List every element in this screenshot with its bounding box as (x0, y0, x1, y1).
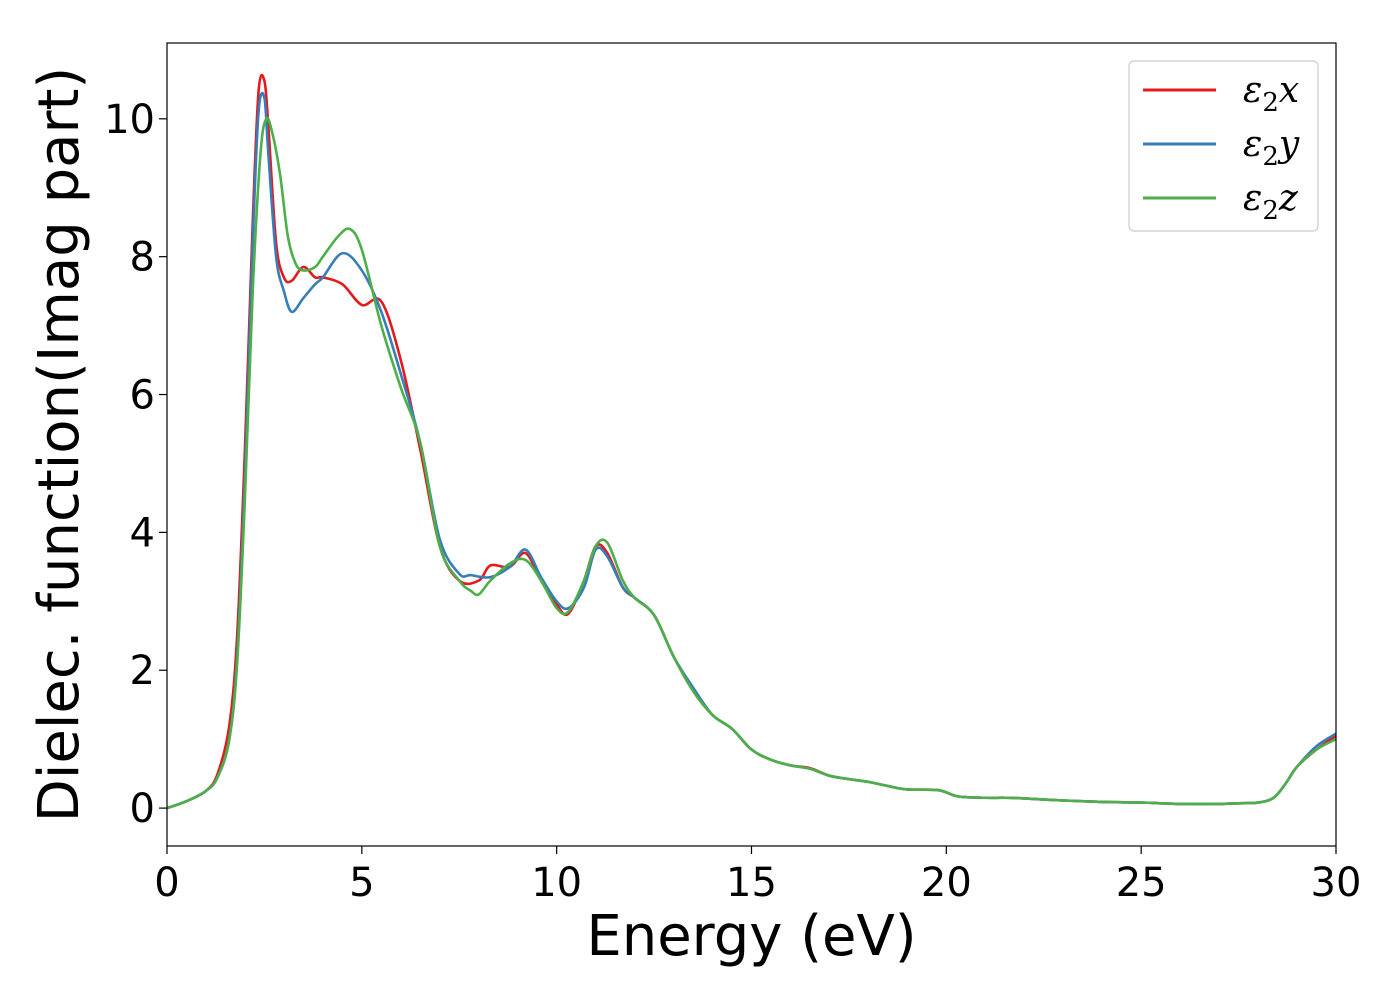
legend-box (1128, 60, 1319, 232)
y-tick-label: 10 (104, 97, 155, 143)
legend-label: ε2y (1243, 124, 1300, 172)
y-axis-ticks: 0 2 4 6 8 10 (104, 97, 167, 832)
x-axis-ticks: 0 5 10 15 20 25 30 (154, 846, 1361, 906)
y-tick-label: 4 (130, 510, 155, 556)
legend-entry-y: ε2y (1143, 124, 1300, 172)
y-tick-label: 0 (130, 786, 155, 832)
series-layer (167, 73, 1336, 810)
x-tick-label: 0 (154, 860, 179, 906)
x-axis-label: Energy (eV) (586, 904, 916, 969)
y-axis-label: Dielec. function(Imag part) (27, 67, 92, 823)
series-line-z (167, 116, 1336, 810)
y-tick-label: 2 (130, 648, 155, 694)
x-tick-label: 20 (921, 860, 972, 906)
legend-entry-z: ε2z (1143, 178, 1299, 226)
y-tick-label: 8 (130, 235, 155, 281)
legend: ε2x ε2y ε2z (1128, 60, 1319, 232)
x-tick-label: 15 (726, 860, 777, 906)
legend-entries: ε2x ε2y ε2z (1143, 70, 1300, 226)
x-tick-label: 30 (1311, 860, 1362, 906)
legend-label: ε2z (1243, 178, 1299, 226)
x-tick-label: 5 (349, 860, 374, 906)
x-tick-label: 10 (531, 860, 582, 906)
legend-label: ε2x (1243, 70, 1299, 118)
y-tick-label: 6 (130, 373, 155, 419)
legend-entry-x: ε2x (1143, 70, 1299, 118)
x-tick-label: 25 (1116, 860, 1167, 906)
